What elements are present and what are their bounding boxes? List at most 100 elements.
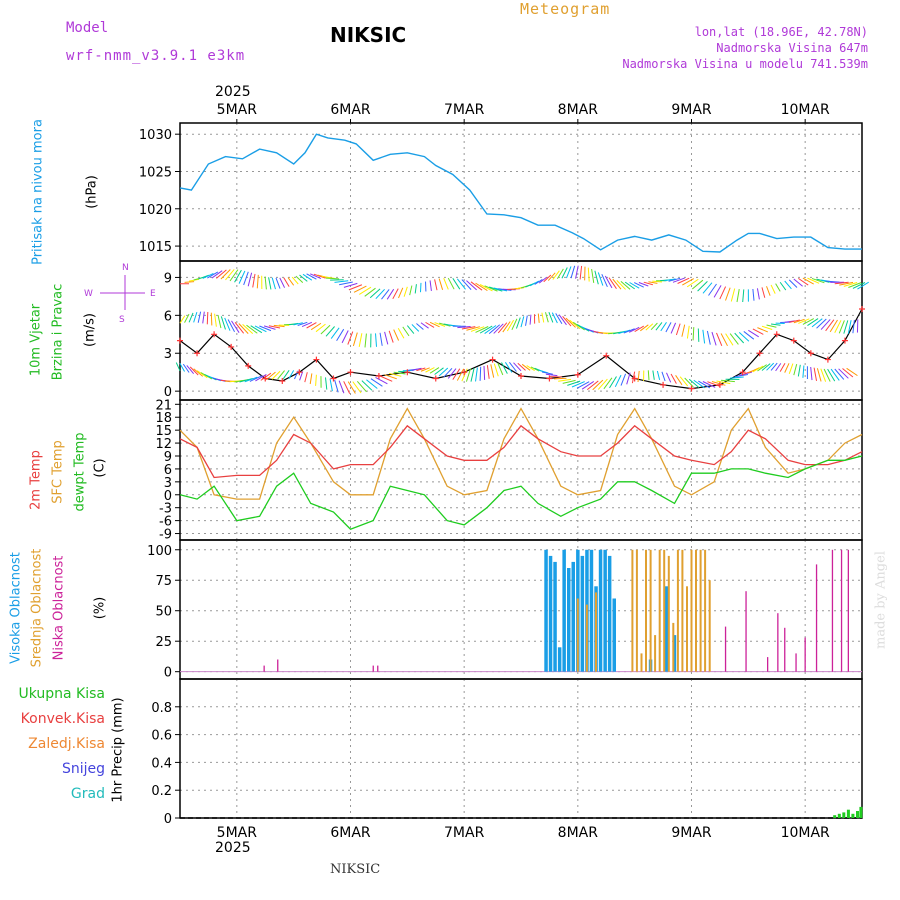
wind-arrow-2-60: [452, 368, 461, 380]
wind-arrow-1-13: [231, 320, 240, 333]
wind-arrow-2-106: [661, 371, 666, 382]
cloud-bar-1-7: [649, 549, 652, 672]
wind-arrow-0-56: [434, 279, 438, 291]
wind-arrow-1-99: [618, 329, 631, 334]
wind-arrow-0-88: [579, 265, 583, 280]
precip-bar-3: [846, 809, 850, 818]
wind-arrow-0-13: [238, 270, 246, 284]
wind-arrow-1-47: [393, 329, 400, 341]
wind-arrow-0-109: [664, 278, 676, 282]
ytick-label-temperature-5: 6: [164, 463, 172, 478]
wind-arrow-0-79: [538, 277, 547, 284]
precip-bar-1: [837, 813, 841, 818]
year-bottom: 2025: [215, 840, 251, 856]
wind-arrow-2-70: [493, 363, 499, 377]
wind-arrow-0-23: [279, 277, 286, 288]
wind-arrow-2-71: [497, 362, 504, 376]
cloud-bar-2-7: [777, 613, 779, 672]
cloud-bar-0-1: [548, 555, 553, 672]
wind-arrow-1-19: [254, 325, 267, 333]
date-top-4: 9MAR: [671, 102, 712, 118]
wind-arrow-2-122: [734, 374, 748, 378]
wind-arrow-2-3: [186, 365, 195, 374]
cloud-bar-0-17: [664, 586, 669, 672]
wind-arrow-2-33: [329, 378, 333, 392]
wind-cross-9: [330, 375, 337, 382]
ytick-label-pressure-3: 1030: [139, 128, 172, 143]
ytick-label-clouds-4: 100: [147, 544, 172, 559]
wind-arrow-1-36: [336, 328, 345, 342]
wind-arrow-1-87: [565, 317, 576, 328]
ytick-label-wind-1: 3: [164, 347, 172, 362]
wind-arrow-2-141: [816, 368, 822, 382]
date-bottom-4: 9MAR: [671, 825, 712, 841]
wind-arrow-1-2: [188, 312, 194, 323]
wind-arrow-2-68: [486, 365, 490, 379]
wind-arrow-0-80: [543, 274, 552, 283]
wind-arrow-2-19: [255, 374, 267, 382]
wind-cross-3: [228, 343, 235, 350]
wind-arrow-0-77: [529, 280, 540, 287]
model-altitude: Nadmorska Visina u modelu 741.539m: [622, 57, 868, 71]
wind-arrow-0-63: [466, 280, 477, 291]
cloud-bar-2-8: [784, 627, 786, 672]
wind-arrow-1-105: [650, 322, 658, 331]
date-top-5: 10MAR: [781, 102, 830, 118]
date-bottom-3: 8MAR: [558, 825, 599, 841]
wind-arrow-1-144: [834, 320, 842, 333]
wind-arrow-1-109: [670, 322, 677, 334]
wind-arrow-0-94: [601, 273, 608, 288]
wind-arrow-0-41: [353, 285, 367, 293]
wind-arrow-0-119: [713, 285, 722, 298]
cloud-bar-1-17: [695, 549, 697, 672]
cloud-bar-0-2: [553, 561, 557, 672]
wind-arrow-2-43: [375, 376, 388, 385]
wind-arrow-0-28: [299, 274, 308, 282]
wind-arrow-2-94: [597, 378, 608, 390]
wind-arrow-2-56: [434, 367, 444, 375]
wind-arrow-0-17: [256, 274, 259, 289]
wind-arrow-2-65: [475, 367, 478, 382]
wind-cross-26: [773, 331, 780, 338]
model-label: Model: [66, 20, 109, 36]
wind-arrow-0-105: [648, 281, 658, 284]
wind-arrow-0-9: [220, 269, 231, 280]
wind-arrow-0-10: [225, 269, 235, 281]
wind-arrow-2-79: [530, 366, 540, 372]
wind-arrow-0-123: [736, 289, 740, 303]
wind-arrow-1-142: [825, 319, 835, 332]
wind-arrow-1-121: [729, 333, 739, 345]
wind-arrow-2-116: [707, 381, 721, 387]
wind-arrow-1-108: [665, 322, 672, 333]
wind-arrow-2-108: [670, 373, 677, 384]
wind-cross-29: [824, 356, 831, 363]
cloud-bar-2-5: [745, 591, 747, 672]
wind-arrow-2-135: [793, 363, 798, 376]
wind-arrow-2-103: [647, 370, 650, 381]
wind-arrow-2-143: [823, 368, 831, 382]
wind-arrow-0-99: [620, 281, 631, 290]
wind-arrow-0-57: [438, 278, 444, 290]
wind-arrow-2-58: [443, 367, 453, 378]
ytick-label-temperature-7: 12: [155, 437, 172, 452]
wind-arrow-0-116: [697, 280, 708, 292]
wind-arrow-1-88: [569, 319, 581, 330]
wind-arrow-2-63: [465, 368, 472, 382]
wind-arrow-2-45: [384, 374, 397, 380]
wind-arrow-2-36: [343, 381, 351, 394]
wind-arrow-1-67: [484, 325, 497, 334]
compass-n: N: [122, 263, 129, 273]
wind-arrow-2-85: [553, 377, 567, 380]
wind-arrow-0-60: [452, 277, 461, 290]
wind-arrow-2-105: [656, 370, 661, 381]
cloud-bar-1-14: [681, 549, 684, 672]
wind-arrow-2-93: [592, 379, 604, 391]
wind-arrow-1-134: [789, 319, 800, 323]
wind-arrow-2-4: [189, 366, 199, 376]
wind-cross-7: [296, 369, 303, 376]
wind-arrow-2-64: [470, 367, 475, 382]
wind-arrow-1-49: [402, 326, 410, 337]
wind-arrow-0-24: [283, 277, 290, 287]
wind-arrow-1-72: [506, 319, 515, 332]
